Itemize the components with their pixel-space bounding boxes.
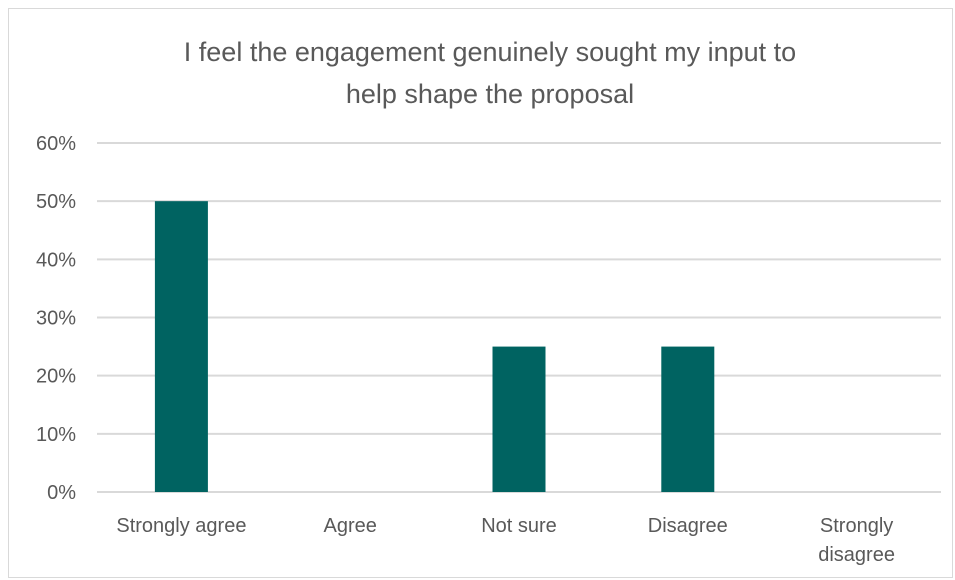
y-tick-label: 50% xyxy=(36,191,76,213)
y-tick-label: 0% xyxy=(47,482,76,504)
x-category-label: Not sure xyxy=(481,515,557,537)
y-axis-tick-labels: 0% 10% 20% 30% 40% 50% 60% xyxy=(36,133,76,504)
x-category-label: Strongly agree xyxy=(116,515,246,537)
x-category-label: Agree xyxy=(324,515,377,537)
y-tick-label: 20% xyxy=(36,366,76,388)
y-tick-label: 60% xyxy=(36,133,76,155)
chart-title-line-2: help shape the proposal xyxy=(346,79,634,109)
bar-strongly-agree xyxy=(154,201,208,492)
x-category-label: disagree xyxy=(818,544,895,566)
y-tick-label: 10% xyxy=(36,424,76,446)
bar-not-sure xyxy=(492,346,546,492)
gridlines xyxy=(97,142,941,493)
chart-title-line-1: I feel the engagement genuinely sought m… xyxy=(184,37,796,67)
x-category-label: Disagree xyxy=(648,515,728,537)
x-category-label: Strongly xyxy=(820,515,893,537)
x-axis-category-labels: Strongly agree Agree Not sure Disagree Stron… xyxy=(116,515,895,566)
bar-disagree xyxy=(661,346,715,492)
chart-title: I feel the engagement genuinely sought m… xyxy=(184,37,796,109)
y-tick-label: 40% xyxy=(36,249,76,271)
bars xyxy=(154,201,715,492)
y-tick-label: 30% xyxy=(36,308,76,330)
